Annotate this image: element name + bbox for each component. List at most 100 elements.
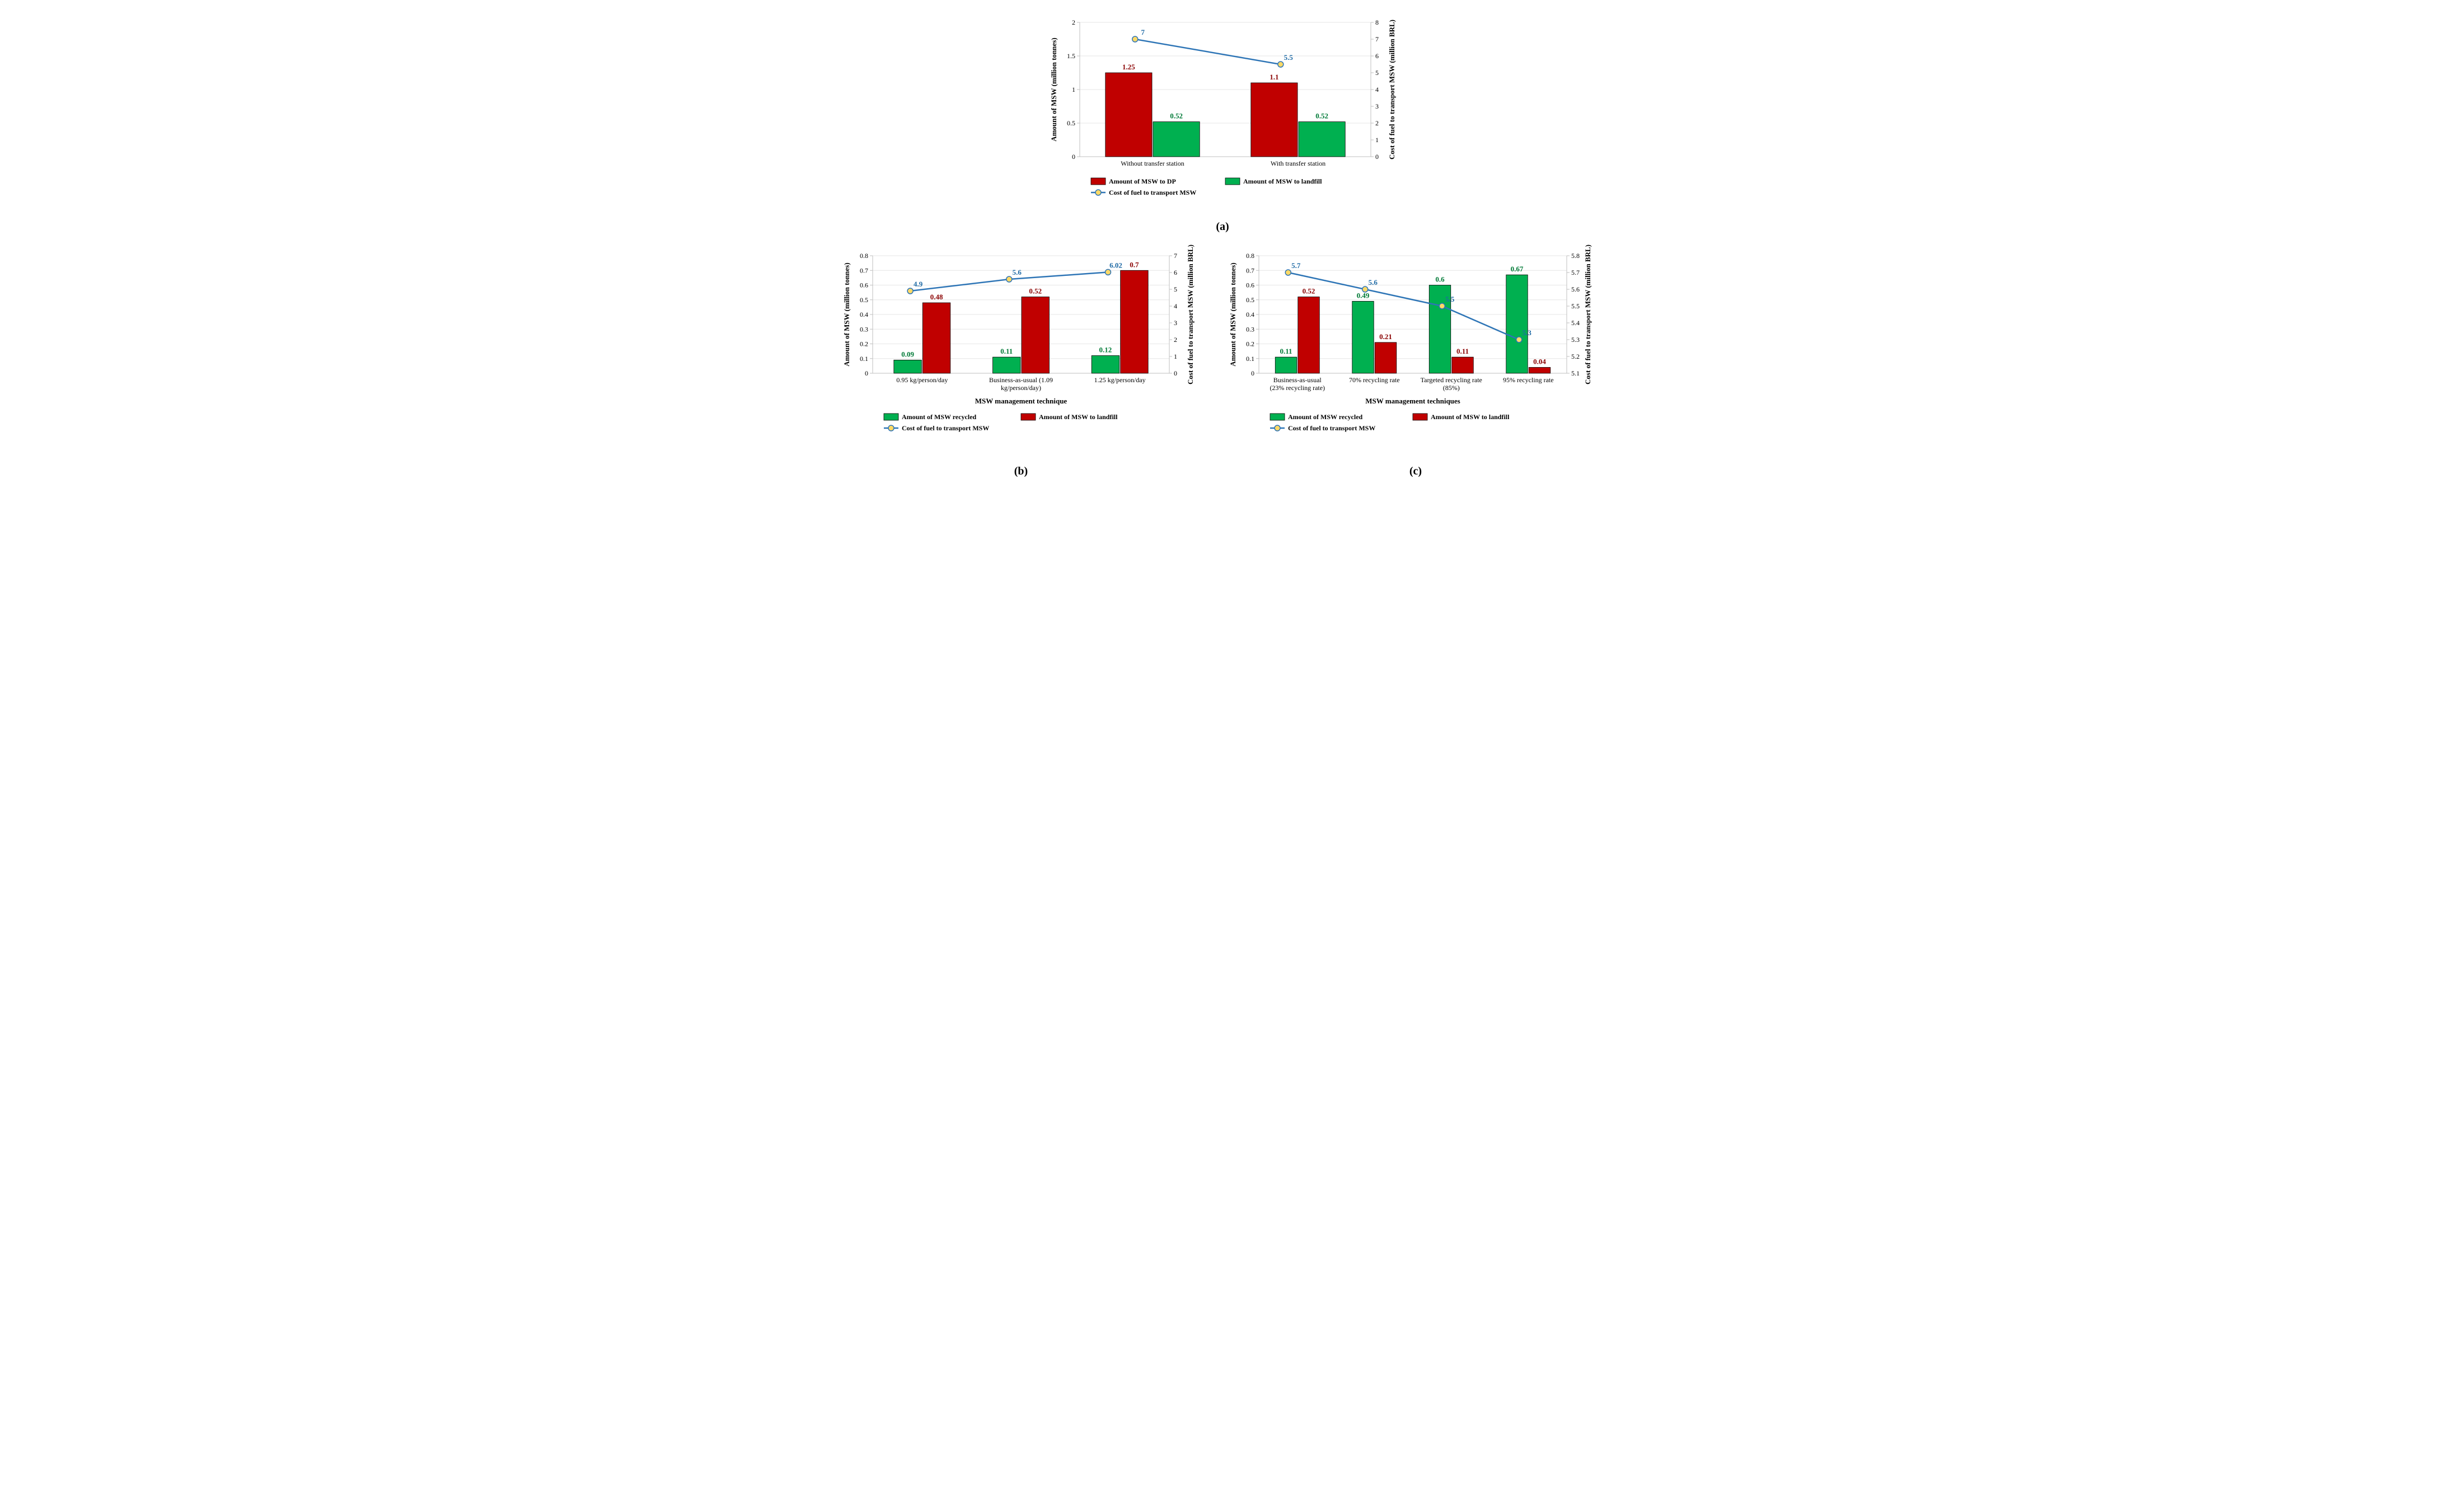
panel-a: 00.511.52012345678Amount of MSW (million… [1041,11,1404,233]
svg-text:With transfer station: With transfer station [1271,159,1325,167]
svg-text:1.25 kg/person/day: 1.25 kg/person/day [1094,376,1146,384]
svg-text:Business-as-usual: Business-as-usual [1273,376,1322,384]
svg-text:MSW management techniques: MSW management techniques [1365,397,1460,405]
line-marker [1362,287,1368,292]
bar [1106,73,1152,157]
legend-marker [888,425,894,431]
svg-text:Cost of fuel to transport MSW: Cost of fuel to transport MSW (million B… [1388,20,1396,159]
panel-b-label: (b) [1014,465,1028,478]
svg-text:0.2: 0.2 [860,340,868,348]
line-marker [1285,270,1291,275]
svg-text:7: 7 [1174,252,1177,260]
svg-text:4.9: 4.9 [914,280,923,288]
legend-label: Amount of MSW to landfill [1431,413,1510,421]
legend-swatch [1270,414,1285,420]
svg-text:0.95 kg/person/day: 0.95 kg/person/day [896,376,948,384]
svg-text:5.6: 5.6 [1013,268,1022,276]
svg-text:Cost of fuel to transport MSW: Cost of fuel to transport MSW (million B… [1584,245,1592,384]
svg-text:1.1: 1.1 [1270,73,1278,81]
svg-text:0.04: 0.04 [1533,358,1546,366]
line-marker [1439,303,1445,309]
svg-text:7: 7 [1375,35,1379,43]
legend-swatch [1225,178,1240,185]
svg-text:Cost of fuel to transport MSW: Cost of fuel to transport MSW (million B… [1186,245,1195,384]
legend-label: Amount of MSW to DP [1109,177,1176,185]
line-marker [1132,36,1138,42]
svg-text:5.8: 5.8 [1571,252,1580,260]
svg-text:1: 1 [1174,353,1177,360]
svg-text:0: 0 [1072,153,1075,161]
svg-text:0.52: 0.52 [1029,287,1042,295]
svg-text:0.3: 0.3 [860,325,868,333]
svg-text:kg/person/day): kg/person/day) [1001,384,1041,392]
chart-b: 00.10.20.30.40.50.60.70.801234567Amount … [839,245,1203,457]
panel-c: 00.10.20.30.40.50.60.70.85.15.25.35.45.5… [1225,245,1606,478]
legend-swatch [1021,414,1036,420]
svg-text:0.21: 0.21 [1379,332,1392,341]
svg-text:0.1: 0.1 [860,355,868,363]
svg-text:0.11: 0.11 [1000,347,1013,355]
svg-text:5.3: 5.3 [1571,336,1580,344]
svg-text:Amount of MSW (million tonnes): Amount of MSW (million tonnes) [842,262,851,366]
chart-a: 00.511.52012345678Amount of MSW (million… [1041,11,1404,213]
bar [1352,301,1374,373]
row-top: 00.511.52012345678Amount of MSW (million… [831,11,1614,233]
bar [1121,270,1148,373]
panel-b: 00.10.20.30.40.50.60.70.801234567Amount … [839,245,1203,478]
svg-text:0.67: 0.67 [1511,265,1524,273]
bar [1529,368,1551,374]
line-marker [1278,62,1284,67]
svg-text:0.1: 0.1 [1246,355,1254,363]
line-marker [1006,276,1012,282]
svg-text:5.5: 5.5 [1284,53,1294,62]
svg-text:5.1: 5.1 [1571,369,1580,377]
legend-label: Amount of MSW recycled [1288,413,1363,421]
svg-text:3: 3 [1174,319,1177,327]
bar [1452,357,1474,373]
svg-text:0.52: 0.52 [1303,287,1315,295]
svg-text:2: 2 [1375,119,1379,127]
bar [1153,122,1200,157]
legend-label: Amount of MSW to landfill [1243,177,1322,185]
svg-text:0.6: 0.6 [860,281,868,289]
svg-text:0: 0 [1174,369,1177,377]
svg-text:Targeted recycling rate: Targeted recycling rate [1421,376,1482,384]
svg-text:0.09: 0.09 [901,350,914,358]
svg-text:(85%): (85%) [1443,384,1460,392]
svg-text:0.4: 0.4 [1246,311,1254,318]
bar [1375,342,1397,373]
line-marker [1516,337,1522,342]
svg-text:0.8: 0.8 [1246,252,1254,260]
svg-text:0.52: 0.52 [1315,112,1328,120]
svg-text:0.12: 0.12 [1099,346,1112,354]
svg-text:0.52: 0.52 [1170,112,1183,120]
svg-text:0.11: 0.11 [1280,347,1292,355]
legend-swatch [1091,178,1106,185]
legend-marker [1095,190,1101,195]
svg-text:70% recycling rate: 70% recycling rate [1349,376,1400,384]
svg-text:5.4: 5.4 [1571,319,1580,327]
svg-text:0.6: 0.6 [1435,275,1445,284]
bar [1022,297,1049,374]
svg-text:8: 8 [1375,18,1379,26]
svg-text:5.7: 5.7 [1291,261,1301,270]
svg-text:0.5: 0.5 [860,296,868,304]
svg-text:Without transfer station: Without transfer station [1121,159,1184,167]
svg-text:4: 4 [1174,302,1177,310]
legend-label: Cost of fuel to transport MSW [1109,189,1196,196]
legend-label: Cost of fuel to transport MSW [1288,424,1375,432]
svg-text:1.25: 1.25 [1122,63,1135,71]
line-series [1288,273,1519,340]
svg-text:0.6: 0.6 [1246,281,1254,289]
svg-text:3: 3 [1375,102,1379,110]
chart-c: 00.10.20.30.40.50.60.70.85.15.25.35.45.5… [1225,245,1606,457]
svg-text:1.5: 1.5 [1067,52,1075,60]
line-marker [1105,269,1111,275]
bar [1251,83,1298,157]
bar [1298,297,1320,374]
legend-label: Amount of MSW to landfill [1039,413,1118,421]
svg-text:5.7: 5.7 [1571,269,1580,276]
bar [1506,275,1528,373]
line-series [1135,39,1281,64]
svg-text:0.48: 0.48 [930,293,943,301]
